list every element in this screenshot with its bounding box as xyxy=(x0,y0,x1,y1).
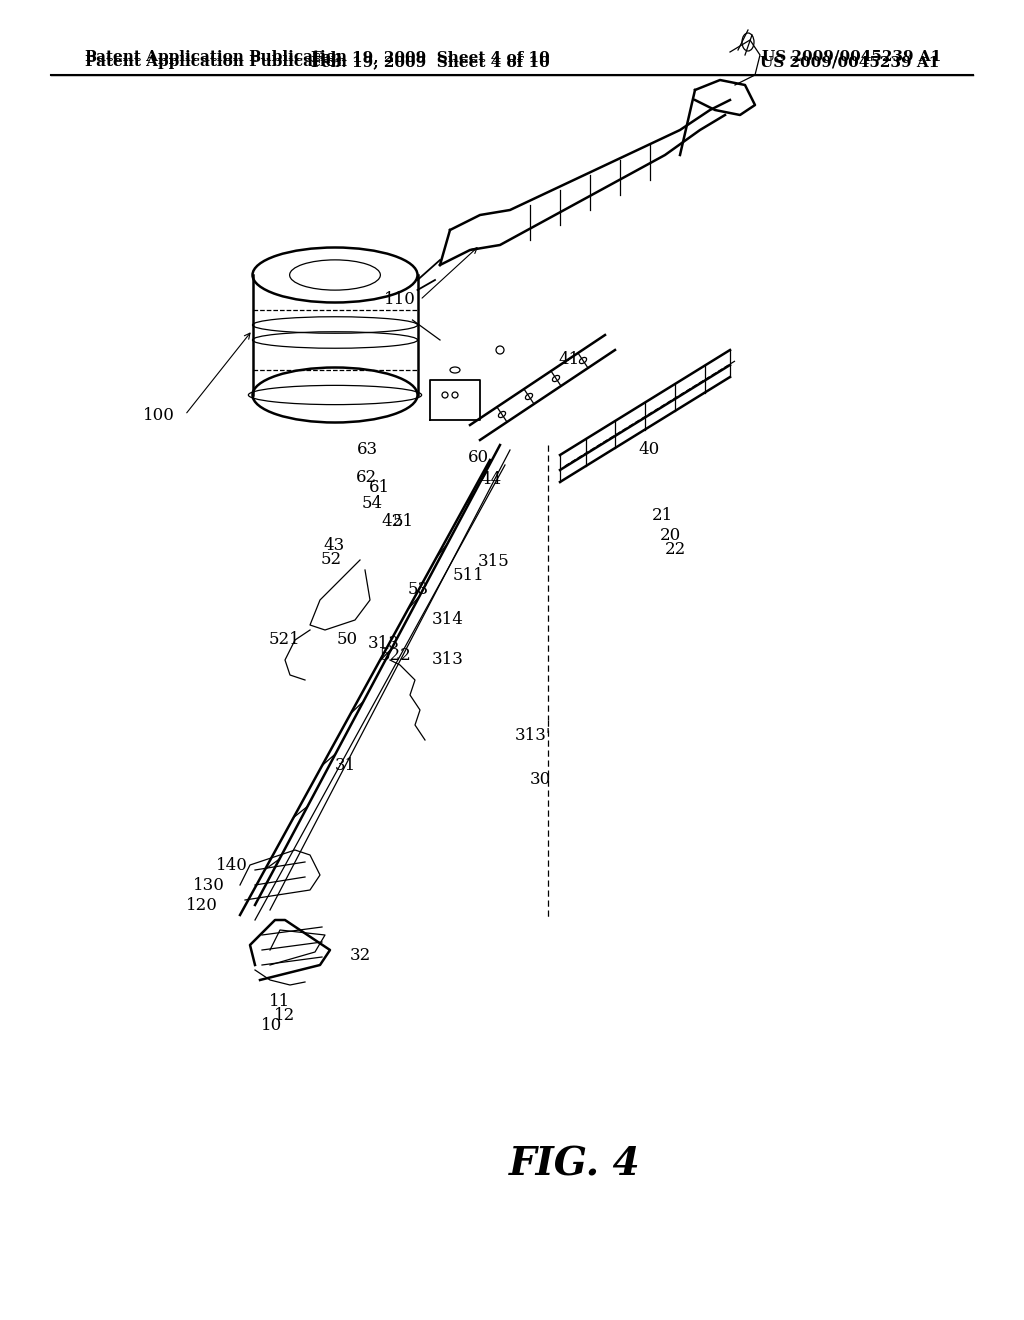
Text: 521: 521 xyxy=(268,631,300,648)
Text: 12: 12 xyxy=(274,1006,296,1023)
Text: Patent Application Publication: Patent Application Publication xyxy=(85,50,347,63)
Text: 43: 43 xyxy=(324,536,345,553)
Text: 313: 313 xyxy=(432,652,464,668)
Text: 130: 130 xyxy=(194,876,225,894)
Text: 140: 140 xyxy=(216,857,248,874)
Text: Feb. 19, 2009  Sheet 4 of 10: Feb. 19, 2009 Sheet 4 of 10 xyxy=(310,55,549,69)
Text: 51: 51 xyxy=(393,513,414,531)
Text: 61: 61 xyxy=(369,479,390,496)
Text: 63: 63 xyxy=(357,441,378,458)
Text: 11: 11 xyxy=(269,994,291,1011)
Text: Patent Application Publication: Patent Application Publication xyxy=(85,55,347,69)
Ellipse shape xyxy=(450,367,460,374)
Text: 52: 52 xyxy=(321,552,342,569)
Text: 42: 42 xyxy=(381,513,402,531)
Text: 32: 32 xyxy=(349,946,371,964)
Text: 22: 22 xyxy=(665,541,686,558)
Text: 313: 313 xyxy=(368,635,400,652)
Text: 31: 31 xyxy=(335,756,355,774)
Text: 41: 41 xyxy=(558,351,580,368)
Text: 54: 54 xyxy=(361,495,383,511)
Text: 314: 314 xyxy=(432,611,464,628)
Text: Feb. 19, 2009  Sheet 4 of 10: Feb. 19, 2009 Sheet 4 of 10 xyxy=(310,50,549,63)
Text: 10: 10 xyxy=(261,1016,283,1034)
Text: 30: 30 xyxy=(530,771,551,788)
Text: 44: 44 xyxy=(480,471,502,488)
Text: 20: 20 xyxy=(660,527,681,544)
Text: 53: 53 xyxy=(408,582,429,598)
Text: 315: 315 xyxy=(478,553,510,570)
Text: 50: 50 xyxy=(337,631,358,648)
Text: US 2009/0045239 A1: US 2009/0045239 A1 xyxy=(762,50,941,63)
Text: 120: 120 xyxy=(186,896,218,913)
Text: 62: 62 xyxy=(356,469,377,486)
Text: 100: 100 xyxy=(143,407,175,424)
Text: 511: 511 xyxy=(453,566,484,583)
Text: 522: 522 xyxy=(380,647,412,664)
Text: 40: 40 xyxy=(638,441,659,458)
Text: 60: 60 xyxy=(468,450,489,466)
Text: FIG. 4: FIG. 4 xyxy=(509,1146,641,1184)
Text: 313': 313' xyxy=(515,726,551,743)
Text: 110: 110 xyxy=(384,292,416,309)
Text: 21: 21 xyxy=(652,507,673,524)
Text: US 2009/0045239 A1: US 2009/0045239 A1 xyxy=(760,55,939,69)
